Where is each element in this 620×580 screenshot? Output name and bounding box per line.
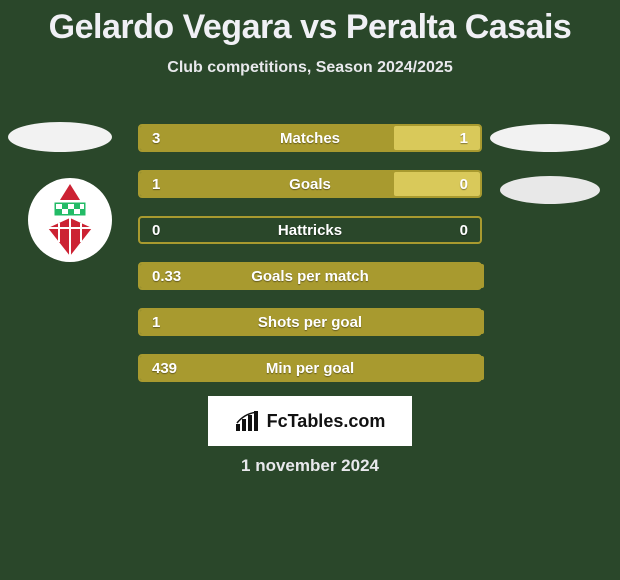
stat-label: Matches: [280, 130, 340, 147]
stat-left-bar: [140, 126, 398, 150]
player-right-badge-1: [490, 124, 610, 152]
stat-label: Hattricks: [278, 222, 342, 239]
stat-left-bar: [140, 172, 398, 196]
stats-comparison: 3 Matches 1 1 Goals 0 0 Hattricks 0 0.33 Goals per…: [138, 124, 482, 400]
club-crest: [28, 178, 112, 262]
fctables-logo-text: FcTables.com: [267, 411, 386, 432]
stat-right-value: 0: [460, 176, 468, 193]
stat-label: Shots per goal: [258, 314, 362, 331]
bars-icon: [235, 410, 263, 432]
stat-row: 0 Hattricks 0: [138, 216, 482, 244]
page-title: Gelardo Vegara vs Peralta Casais: [0, 0, 620, 47]
stat-left-value: 1: [152, 176, 160, 193]
stat-left-value: 1: [152, 314, 160, 331]
stat-row: 3 Matches 1: [138, 124, 482, 152]
stat-row: 0.33 Goals per match: [138, 262, 482, 290]
stat-right-value: 1: [460, 130, 468, 147]
stat-label: Goals: [289, 176, 331, 193]
stat-row: 1 Shots per goal: [138, 308, 482, 336]
player-left-badge-1: [8, 122, 112, 152]
stat-row: 439 Min per goal: [138, 354, 482, 382]
stat-row: 1 Goals 0: [138, 170, 482, 198]
stat-label: Min per goal: [266, 360, 354, 377]
stat-left-value: 3: [152, 130, 160, 147]
fctables-logo: FcTables.com: [208, 396, 412, 446]
snapshot-date: 1 november 2024: [241, 456, 379, 476]
page-subtitle: Club competitions, Season 2024/2025: [0, 47, 620, 77]
stat-label: Goals per match: [251, 268, 369, 285]
stat-left-value: 0.33: [152, 268, 181, 285]
stat-left-value: 439: [152, 360, 177, 377]
stat-right-value: 0: [460, 222, 468, 239]
stat-left-value: 0: [152, 222, 160, 239]
player-right-badge-2: [500, 176, 600, 204]
